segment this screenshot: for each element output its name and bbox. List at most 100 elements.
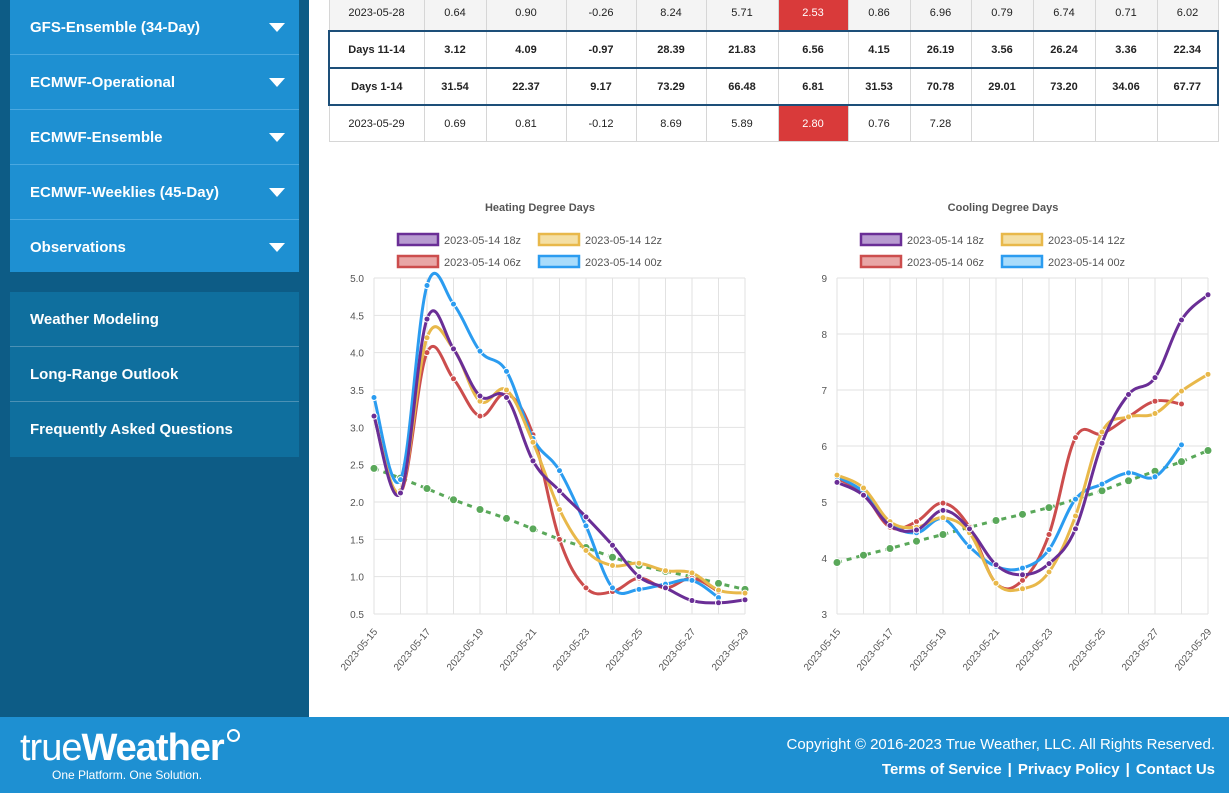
menu-item-label: ECMWF-Weeklies (45-Day) [30,183,219,201]
series-point [1019,585,1026,593]
true-weather-logo[interactable]: trueWeather One Platform. One Solution. [20,729,240,782]
table-cell: 66.48 [705,67,779,106]
series-point [635,585,643,593]
series-point [582,513,590,521]
series-point [1124,476,1133,486]
series-line [836,399,1182,591]
series-line [372,309,746,605]
series-point [939,514,947,522]
legend-label: 2023-05-14 06z [444,257,521,269]
x-tick-label: 2023-05-17 [392,627,434,674]
link-separator: | [1125,761,1130,778]
terms-of-service-link[interactable]: Terms of Service [881,761,1002,778]
legend-swatch [396,254,440,269]
table-row-summary: Days 1-14 31.54 22.37 9.17 73.29 66.48 6… [328,67,1219,106]
menu-item-ecmwf-operational[interactable]: ECMWF-Operational [10,55,299,110]
series-point [609,584,616,592]
table-cell: 3.12 [423,30,487,69]
y-tick-label: 4 [821,554,827,565]
row-label: 2023-05-28 [328,0,425,32]
y-tick-label: 1.0 [350,573,364,584]
y-tick-label: 2.5 [350,461,364,472]
series-point [529,438,537,446]
chevron-down-icon[interactable] [269,187,285,197]
chevron-down-icon[interactable] [269,22,285,32]
series-point [1125,469,1132,477]
table-cell: 9.17 [565,67,637,106]
series-point [1072,525,1079,533]
table-row: 2023-05-28 0.64 0.90 -0.26 8.24 5.71 2.5… [328,0,1219,32]
chevron-down-icon[interactable] [269,132,285,142]
x-tick-label: 2023-05-15 [339,627,381,674]
table-row-summary: Days 11-14 3.12 4.09 -0.97 28.39 21.83 6… [328,30,1219,69]
y-tick-label: 3 [821,610,827,621]
x-tick-label: 2023-05-25 [1067,627,1109,674]
series-point [833,478,841,486]
series-point [939,499,947,507]
table-cell: 73.20 [1032,67,1096,106]
series-point [1098,480,1106,488]
table-cell: 0.81 [485,104,567,142]
table-cell: 26.19 [909,30,972,69]
nav-item-faq[interactable]: Frequently Asked Questions [30,421,233,438]
copyright-text: Copyright © 2016-2023 True Weather, LLC.… [786,736,1215,753]
x-tick-label: 2023-05-19 [908,627,950,674]
series-point [423,315,431,323]
legend-swatch [537,254,581,269]
menu-item-label: ECMWF-Operational [30,73,175,91]
privacy-policy-link[interactable]: Privacy Policy [1017,761,1120,778]
series-point [860,484,867,492]
legend-swatch [396,232,440,247]
series-point [1045,530,1053,538]
x-tick-label: 2023-05-21 [961,627,1003,674]
series-point [714,578,723,588]
logo-word-true: true [20,727,82,769]
series-point [370,393,378,401]
series-point [1151,397,1159,405]
y-tick-label: 3.5 [350,386,364,397]
menu-item-label: ECMWF-Ensemble [30,128,163,146]
menu-item-observations[interactable]: Observations [10,220,299,275]
nav-item-weather-modeling[interactable]: Weather Modeling [10,292,299,347]
table-cell-highlight: 2.53 [777,0,849,32]
degree-days-table: 2023-05-28 0.64 0.90 -0.26 8.24 5.71 2.5… [328,0,1219,142]
table-row: 2023-05-29 0.69 0.81 -0.12 8.69 5.89 2.8… [328,104,1219,142]
series-point [912,536,921,546]
table-cell: 0.79 [970,0,1034,32]
series-point [1151,473,1159,481]
y-tick-label: 9 [821,274,827,285]
table-cell: 6.74 [1032,0,1096,32]
y-tick-label: 4.0 [350,349,364,360]
series-point [450,345,457,353]
footer-links: Terms of Service | Privacy Policy | Contact … [882,761,1215,778]
legend-swatch [859,254,903,269]
menu-item-gfs-ensemble[interactable]: GFS-Ensemble (34-Day) [10,0,299,55]
table-cell: 6.81 [777,67,849,106]
nav-item-long-range-outlook[interactable]: Long-Range Outlook [10,347,299,402]
table-cell: 26.24 [1032,30,1096,69]
series-point [859,550,868,560]
y-tick-label: 5.0 [350,274,364,285]
series-point [688,576,696,584]
series-point [1097,486,1107,496]
series-point [886,522,894,530]
series-point [1178,441,1185,449]
chevron-down-icon[interactable] [269,77,285,87]
table-cell: 0.69 [423,104,487,142]
series-line [372,344,720,596]
table-cell: 6.96 [909,0,972,32]
x-tick-label: 2023-05-27 [657,627,699,674]
series-point [1045,568,1053,576]
series-point [688,569,696,577]
series-point [529,457,537,465]
table-cell: 0.76 [847,104,911,142]
y-tick-label: 4.5 [350,311,364,322]
contact-us-link[interactable]: Contact Us [1135,761,1215,778]
table-cell: 8.69 [635,104,707,142]
menu-item-ecmwf-weeklies[interactable]: ECMWF-Weeklies (45-Day) [10,165,299,220]
series-point [556,535,563,543]
menu-item-ecmwf-ensemble[interactable]: ECMWF-Ensemble [10,110,299,165]
table-cell: 67.77 [1156,67,1219,106]
series-point [1125,390,1132,398]
chevron-down-icon[interactable] [269,243,285,252]
